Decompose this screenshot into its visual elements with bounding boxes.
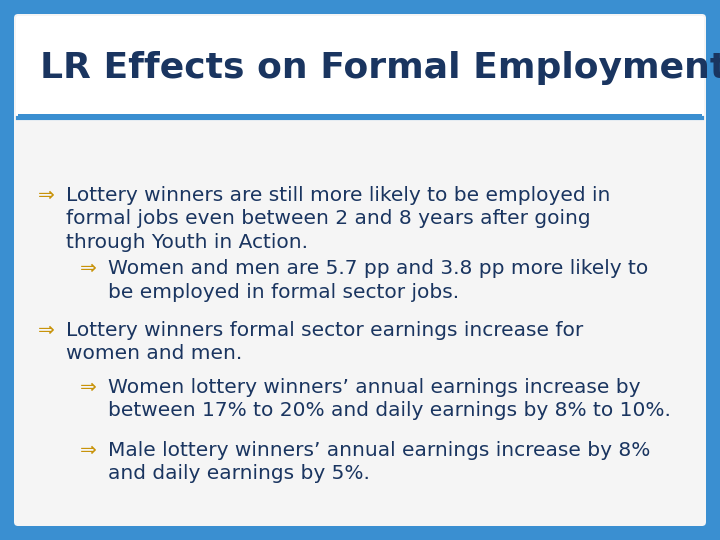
Text: ⇒: ⇒	[80, 441, 97, 460]
Text: Lottery winners formal sector earnings increase for
women and men.: Lottery winners formal sector earnings i…	[66, 321, 583, 363]
Text: Women lottery winners’ annual earnings increase by
between 17% to 20% and daily : Women lottery winners’ annual earnings i…	[108, 377, 671, 420]
Text: ⇒: ⇒	[38, 321, 55, 340]
Text: LR Effects on Formal Employment: LR Effects on Formal Employment	[40, 51, 720, 85]
FancyBboxPatch shape	[16, 16, 704, 120]
Text: Lottery winners are still more likely to be employed in
formal jobs even between: Lottery winners are still more likely to…	[66, 186, 611, 252]
Text: Male lottery winners’ annual earnings increase by 8%
and daily earnings by 5%.: Male lottery winners’ annual earnings in…	[108, 441, 650, 483]
FancyBboxPatch shape	[14, 14, 706, 526]
Text: Women and men are 5.7 pp and 3.8 pp more likely to
be employed in formal sector : Women and men are 5.7 pp and 3.8 pp more…	[108, 259, 648, 302]
Text: ⇒: ⇒	[38, 186, 55, 205]
Text: ⇒: ⇒	[80, 377, 97, 397]
Text: ⇒: ⇒	[80, 259, 97, 278]
Bar	[18, 114, 702, 119]
